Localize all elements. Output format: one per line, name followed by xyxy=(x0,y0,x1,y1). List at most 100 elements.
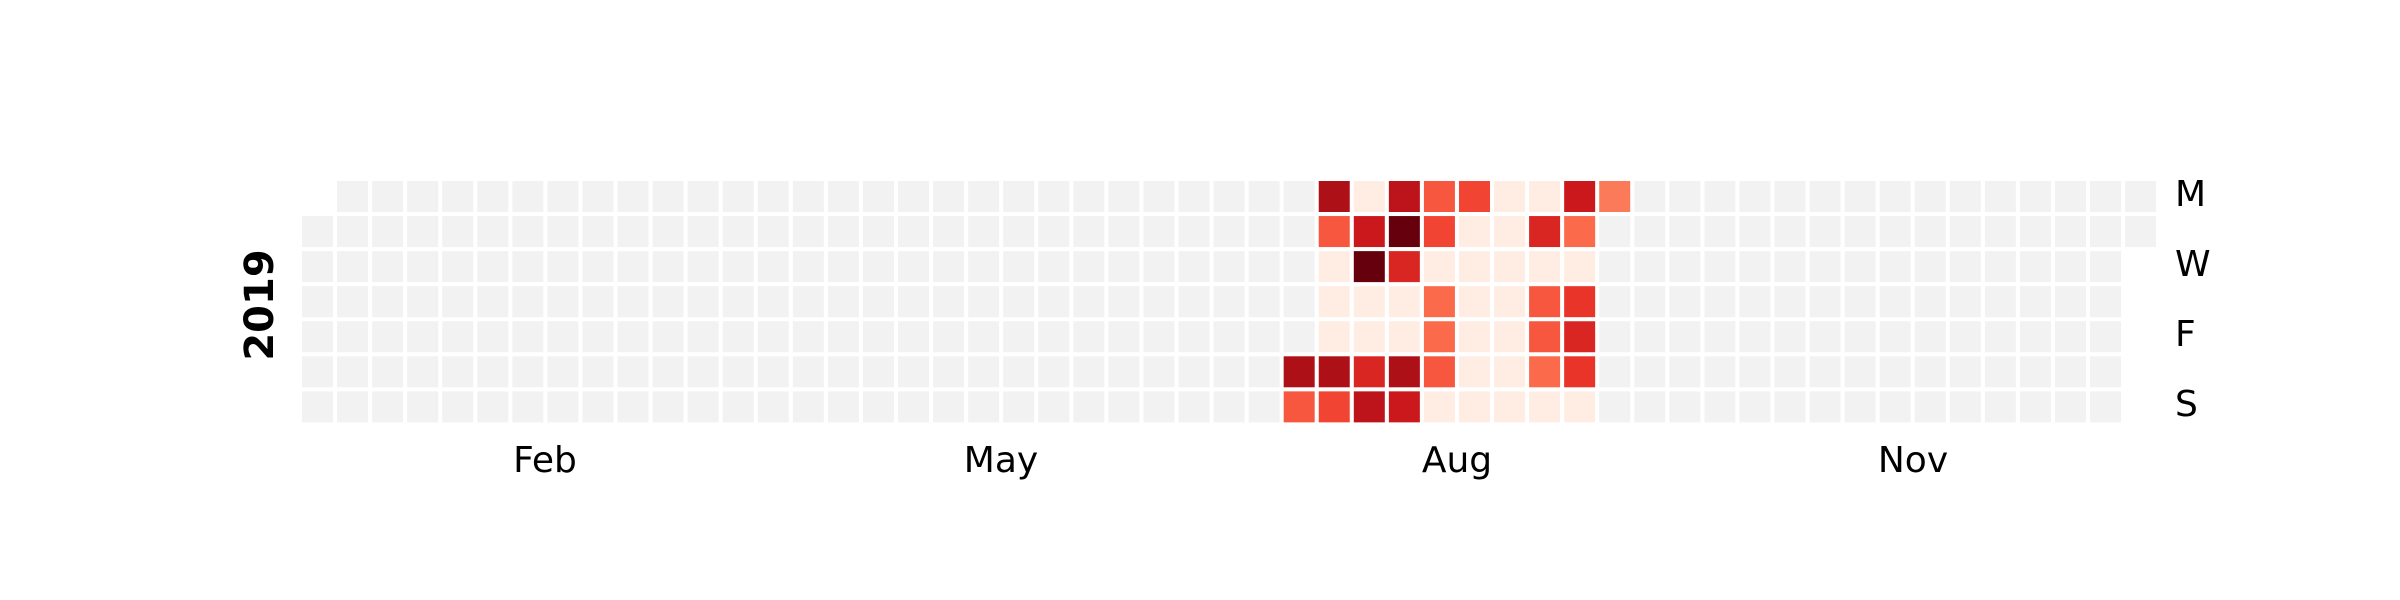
heatmap-cell-empty xyxy=(2019,216,2051,248)
month-label-feb: Feb xyxy=(513,440,577,481)
heatmap-cell-empty xyxy=(1634,286,1666,318)
heatmap-cell-empty xyxy=(2019,356,2051,388)
heatmap-cell-empty xyxy=(512,321,544,353)
heatmap-cell-empty xyxy=(1739,251,1771,283)
heatmap-cell-empty xyxy=(1073,321,1105,353)
heatmap-cell-empty xyxy=(337,391,369,423)
heatmap-cell-active xyxy=(1318,391,1350,423)
heatmap-cell-empty xyxy=(2055,181,2086,212)
heatmap-cell-active xyxy=(1318,286,1350,318)
heatmap-cell-empty xyxy=(652,321,684,353)
heatmap-cell-empty xyxy=(933,251,965,283)
heatmap-cell-empty xyxy=(1914,216,1946,248)
heatmap-cell-empty xyxy=(1003,286,1035,318)
heatmap-cell-empty xyxy=(1879,321,1911,353)
heatmap-cell-active xyxy=(1564,216,1596,248)
heatmap-cell-empty xyxy=(407,216,439,248)
heatmap-cell-empty xyxy=(933,321,965,353)
heatmap-cell-empty xyxy=(1283,251,1315,283)
heatmap-cell-empty xyxy=(1984,286,2016,318)
heatmap-cell-active xyxy=(1529,181,1561,212)
heatmap-cell-empty xyxy=(1003,216,1035,248)
heatmap-cell-empty xyxy=(372,181,404,212)
heatmap-cell-empty xyxy=(862,321,894,353)
heatmap-cell-empty xyxy=(372,356,404,388)
heatmap-cell-empty xyxy=(582,251,614,283)
heatmap-cell-empty xyxy=(827,181,859,212)
heatmap-cell-empty xyxy=(652,391,684,423)
heatmap-cell-empty xyxy=(1178,391,1210,423)
heatmap-cell-empty xyxy=(1669,181,1701,212)
heatmap-cell-empty xyxy=(1669,391,1701,423)
heatmap-cell-empty xyxy=(1248,286,1280,318)
heatmap-cell-empty xyxy=(512,181,544,212)
heatmap-cell-empty xyxy=(2019,181,2051,212)
heatmap-cell-active xyxy=(1318,251,1350,283)
heatmap-cell-empty xyxy=(792,391,824,423)
heatmap-cell-empty xyxy=(1178,181,1210,212)
heatmap-cell-active xyxy=(1564,181,1596,212)
heatmap-cell-empty xyxy=(933,181,965,212)
heatmap-cell-active xyxy=(1388,181,1420,212)
heatmap-cell-empty xyxy=(862,391,894,423)
heatmap-cell-empty xyxy=(1809,391,1841,423)
month-label-aug: Aug xyxy=(1422,440,1492,481)
heatmap-cell-empty xyxy=(2019,391,2051,423)
heatmap-cell-empty xyxy=(1669,216,1701,248)
heatmap-cell-empty xyxy=(547,356,579,388)
heatmap-cell-empty xyxy=(1073,356,1105,388)
heatmap-cell-empty xyxy=(1003,321,1035,353)
heatmap-cell-empty xyxy=(512,391,544,423)
heatmap-cell-empty xyxy=(1213,321,1245,353)
heatmap-cell-empty xyxy=(1984,181,2016,212)
heatmap-cell-empty xyxy=(477,181,509,212)
heatmap-cell-empty xyxy=(442,181,474,212)
heatmap-cell-empty xyxy=(792,286,824,318)
heatmap-cell-empty xyxy=(2055,321,2086,353)
heatmap-cell-empty xyxy=(1774,321,1806,353)
heatmap-cell-empty xyxy=(1634,391,1666,423)
heatmap-cell-empty xyxy=(933,356,965,388)
heatmap-cell-empty xyxy=(617,286,649,318)
heatmap-cell-empty xyxy=(1949,391,1981,423)
heatmap-cell-empty xyxy=(2090,391,2122,423)
heatmap-cell-empty xyxy=(1213,216,1245,248)
heatmap-cell-empty xyxy=(442,321,474,353)
heatmap-cell-empty xyxy=(652,181,684,212)
heatmap-cell-active xyxy=(1458,181,1490,212)
heatmap-cell-empty xyxy=(337,321,369,353)
heatmap-cell-empty xyxy=(827,321,859,353)
heatmap-cell-empty xyxy=(687,391,719,423)
heatmap-cell-empty xyxy=(652,251,684,283)
heatmap-cell-active xyxy=(1423,356,1455,388)
heatmap-cell-empty xyxy=(442,216,474,248)
heatmap-cell-empty xyxy=(757,356,789,388)
heatmap-cell-empty xyxy=(827,356,859,388)
heatmap-cell-empty xyxy=(1003,356,1035,388)
heatmap-cell-empty xyxy=(1599,321,1631,353)
heatmap-cell-empty xyxy=(302,321,333,353)
heatmap-cell-empty xyxy=(1178,321,1210,353)
heatmap-cell-empty xyxy=(1213,391,1245,423)
heatmap-cell-empty xyxy=(1809,181,1841,212)
heatmap-cell-empty xyxy=(1739,216,1771,248)
heatmap-cell-empty xyxy=(1283,181,1315,212)
heatmap-cell-empty xyxy=(582,286,614,318)
heatmap-cell-empty xyxy=(547,216,579,248)
heatmap-cell-active xyxy=(1494,391,1526,423)
heatmap-cell-empty xyxy=(968,356,1000,388)
heatmap-cell-empty xyxy=(1774,356,1806,388)
heatmap-cell-empty xyxy=(1669,321,1701,353)
heatmap-cell-empty xyxy=(1634,251,1666,283)
heatmap-cell-empty xyxy=(302,286,333,318)
heatmap-cell-active xyxy=(1353,216,1385,248)
heatmap-cell-empty xyxy=(617,181,649,212)
heatmap-cell-active xyxy=(1458,391,1490,423)
heatmap-cell-empty xyxy=(687,356,719,388)
heatmap-cell-empty xyxy=(898,181,930,212)
heatmap-cell-empty xyxy=(1949,181,1981,212)
heatmap-cell-empty xyxy=(512,286,544,318)
heatmap-cell-active xyxy=(1529,286,1561,318)
heatmap-cell-empty xyxy=(1949,251,1981,283)
